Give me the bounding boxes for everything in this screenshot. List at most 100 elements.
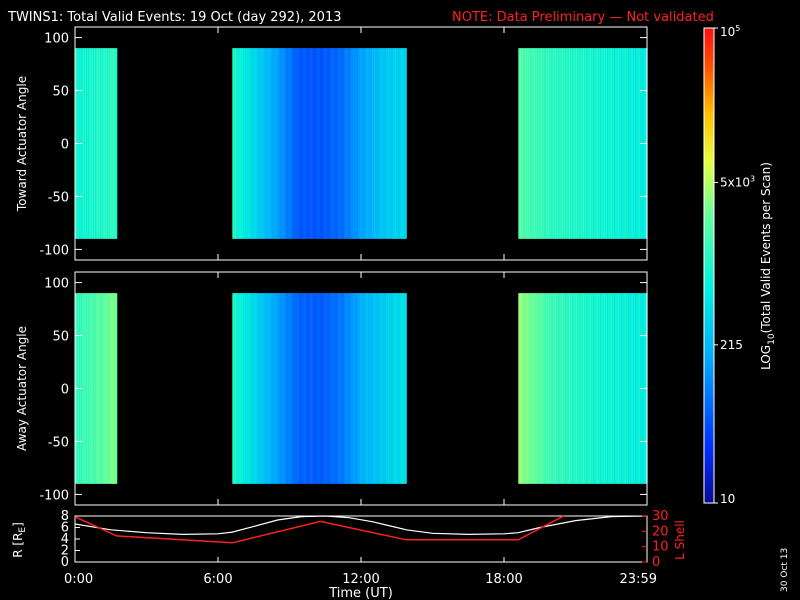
toward-heatmap-cell [593,48,595,239]
toward-heatmap-cell [539,48,541,239]
toward-heatmap-cell [635,48,637,239]
away-heatmap-cell [326,293,328,484]
toward-heatmap-cell [591,48,593,239]
toward-heatmap-cell [590,48,592,239]
toward-heatmap-cell [384,48,386,239]
toward-y-axis-label: Toward Actuator Angle [15,76,29,212]
toward-heatmap-cell [369,48,371,239]
toward-heatmap-cell [110,48,113,239]
toward-heatmap-cell [524,48,526,239]
r-tick-label: 6 [61,521,69,536]
toward-heatmap-cell [557,48,559,239]
toward-heatmap-cell [103,48,106,239]
away-heatmap-cell [625,293,627,484]
away-heatmap-cell [537,293,539,484]
toward-heatmap-cell [519,48,521,239]
toward-heatmap-cell [561,48,563,239]
toward-heatmap-cell [608,48,610,239]
away-y-tick-label: 50 [52,330,69,345]
away-heatmap-cell [570,293,572,484]
away-heatmap-cell [593,293,595,484]
away-heatmap-cell [608,293,610,484]
away-heatmap-cell [366,293,368,484]
toward-heatmap-cell [549,48,551,239]
toward-heatmap-cell [112,48,115,239]
toward-heatmap-cell [238,48,240,239]
toward-heatmap-cell [265,48,267,239]
toward-heatmap-cell [323,48,325,239]
colorbar-tick-main: 10 [720,25,735,39]
away-heatmap-cell [611,293,613,484]
toward-heatmap-cell [244,48,246,239]
toward-heatmap-cell [264,48,266,239]
toward-heatmap-cell [595,48,597,239]
away-heatmap-cell [103,293,106,484]
orbit-lines [74,515,648,544]
away-heatmap-cell [575,293,577,484]
toward-heatmap-cell [305,48,307,239]
away-heatmap-cell [529,293,531,484]
away-heatmap-cell [289,293,291,484]
away-heatmap-cell [397,293,399,484]
toward-heatmap-cell [403,48,405,239]
away-heatmap-cell [592,293,594,484]
away-heatmap-cell [346,293,348,484]
away-heatmap-cell [358,293,360,484]
away-heatmap-cell [274,293,276,484]
away-heatmap-cell [111,293,114,484]
toward-heatmap-cell [108,48,111,239]
away-heatmap-cell [334,293,336,484]
toward-heatmap-cell [299,48,301,239]
away-heatmap-cell [391,293,393,484]
away-heatmap-cell [585,293,587,484]
toward-heatmap-cell [288,48,290,239]
toward-heatmap-cell [394,48,396,239]
toward-heatmap-cell [630,48,632,239]
toward-heatmap-cell [93,48,96,239]
away-heatmap [75,293,648,484]
toward-heatmap-cell [104,48,107,239]
away-heatmap-cell [110,293,113,484]
away-heatmap-cell [559,293,561,484]
away-heatmap-cell [612,293,614,484]
toward-heatmap-cell [345,48,347,239]
toward-heatmap-cell [379,48,381,239]
toward-heatmap-cell [298,48,300,239]
away-heatmap-cell [236,293,238,484]
away-heatmap-cell [618,293,620,484]
away-heatmap-cell [579,293,581,484]
toward-heatmap-cell [602,48,604,239]
away-heatmap-cell [378,293,380,484]
toward-heatmap-cell [570,48,572,239]
away-heatmap-cell [401,293,403,484]
toward-heatmap-cell [580,48,582,239]
away-heatmap-cell [333,293,335,484]
away-heatmap-cell [327,293,329,484]
away-heatmap-cell [542,293,544,484]
away-heatmap-cell [100,293,103,484]
away-heatmap-cell [306,293,308,484]
away-heatmap-cell [95,293,98,484]
away-heatmap-cell [240,293,242,484]
toward-heatmap-cell [537,48,539,239]
toward-heatmap-cell [113,48,116,239]
toward-heatmap-cell [257,48,259,239]
toward-heatmap-cell [638,48,640,239]
away-heatmap-cell [374,293,376,484]
l-shell-axis-label: L Shell [673,520,687,560]
toward-heatmap-cell [361,48,363,239]
away-heatmap-cell [617,293,619,484]
toward-heatmap-cell [316,48,318,239]
away-heatmap-cell [381,293,383,484]
toward-heatmap-cell [401,48,403,239]
away-heatmap-cell [615,293,617,484]
away-heatmap-cell [88,293,91,484]
away-heatmap-cell [300,293,302,484]
toward-heatmap-cell [84,48,87,239]
toward-heatmap-cell [606,48,608,239]
toward-heatmap-cell [358,48,360,239]
toward-heatmap-cell [340,48,342,239]
away-heatmap-cell [387,293,389,484]
away-interval-2 [518,293,648,484]
